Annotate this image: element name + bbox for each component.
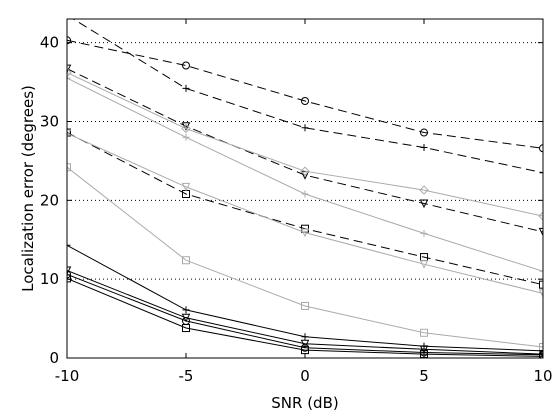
y-tick-label: 10: [40, 270, 59, 288]
marker-square: [182, 324, 190, 333]
marker-plus: [67, 74, 71, 82]
marker-square: [67, 128, 71, 137]
marker-circle: [182, 61, 190, 70]
marker-plus: [539, 169, 543, 177]
series-line: [72, 19, 543, 174]
series-5: [67, 67, 543, 221]
y-tick-label: 40: [40, 34, 59, 52]
marker-square: [301, 301, 309, 310]
series-line: [67, 273, 543, 356]
marker-triangle-down: [538, 227, 543, 237]
marker-plus: [67, 241, 71, 249]
series-group: [67, 19, 543, 358]
grid-lines: [67, 42, 543, 280]
x-tick-label: 5: [419, 367, 429, 385]
marker-triangle-down: [538, 350, 543, 358]
marker-triangle-down: [419, 260, 429, 269]
marker-plus: [301, 190, 309, 198]
marker-plus: [420, 144, 428, 152]
marker-circle: [539, 144, 543, 153]
marker-plus: [539, 267, 543, 275]
marker-plus: [182, 306, 190, 314]
marker-circle: [301, 96, 309, 105]
marker-square: [420, 328, 428, 337]
marker-plus: [182, 84, 190, 92]
series-2: [72, 19, 543, 177]
axis-ticks: -10 -5 0 5 10 0 10 20 30 40: [40, 19, 553, 385]
x-tick-label: 10: [533, 367, 552, 385]
marker-plus: [301, 124, 309, 132]
series-line: [67, 277, 543, 357]
y-tick-label: 20: [40, 191, 59, 209]
marker-diamond: [538, 211, 543, 221]
marker-triangle-down: [538, 289, 543, 298]
y-axis-label: Localization error (degrees): [19, 85, 37, 292]
series-7: [67, 129, 543, 298]
x-tick-label: 0: [300, 367, 310, 385]
marker-square: [67, 163, 71, 172]
series-6: [67, 74, 543, 275]
marker-triangle-down: [67, 266, 72, 276]
marker-triangle-down: [419, 199, 429, 209]
series-line: [67, 166, 543, 348]
marker-diamond: [181, 123, 191, 134]
marker-diamond: [419, 185, 429, 195]
marker-plus: [420, 229, 428, 237]
marker-square: [67, 274, 71, 283]
marker-square: [539, 352, 543, 358]
series-1: [67, 36, 543, 153]
x-tick-label: -5: [179, 367, 194, 385]
y-tick-label: 0: [49, 349, 59, 367]
marker-diamond: [300, 166, 310, 176]
marker-triangle-down: [300, 339, 310, 349]
marker-square: [539, 280, 543, 289]
marker-plus: [182, 133, 190, 141]
marker-square: [539, 342, 543, 351]
series-line: [67, 132, 543, 294]
marker-triangle-down: [67, 129, 72, 138]
marker-triangle-down: [67, 64, 72, 74]
marker-plus: [301, 333, 309, 341]
marker-diamond: [67, 67, 72, 78]
x-axis-label: SNR (dB): [271, 394, 338, 412]
series-line: [67, 39, 543, 149]
series-line: [67, 72, 543, 217]
x-tick-label: -10: [55, 367, 80, 385]
series-8: [67, 163, 543, 351]
marker-square: [182, 256, 190, 265]
marker-triangle-down: [300, 228, 310, 238]
marker-circle: [67, 36, 71, 45]
marker-circle: [420, 128, 428, 137]
marker-triangle-down: [181, 182, 191, 192]
y-tick-label: 30: [40, 112, 59, 130]
